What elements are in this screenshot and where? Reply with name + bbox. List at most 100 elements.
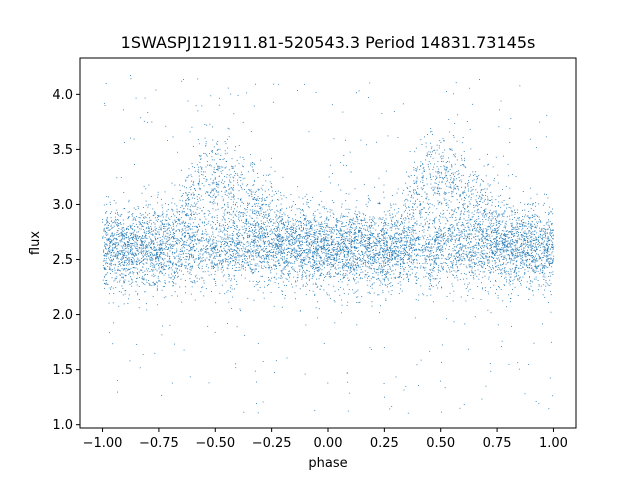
data-point [139,262,140,264]
data-point [282,268,284,270]
data-point [161,253,163,255]
data-point [326,216,328,218]
data-point [141,260,143,262]
data-point [442,269,444,271]
data-point [346,235,348,237]
data-point [240,180,242,181]
data-point [145,252,147,253]
data-point [471,255,473,257]
data-point [171,295,173,297]
data-point [549,254,550,256]
data-point [161,229,162,231]
data-point [454,175,456,177]
data-point [346,251,348,252]
data-point [255,263,257,265]
data-point [546,240,548,242]
data-point [116,248,118,250]
data-point [417,236,419,238]
data-point [457,186,459,188]
data-point [455,212,457,214]
data-point [340,245,341,247]
data-point [375,247,377,249]
data-point [331,259,332,261]
data-point [375,244,377,246]
data-point [233,249,235,251]
data-point [383,279,385,281]
data-point [290,209,292,211]
data-point [467,206,469,207]
data-point [485,252,487,254]
data-point [464,159,465,161]
data-point [282,248,284,250]
data-point [311,242,313,244]
data-point [268,236,269,237]
data-point [112,244,114,245]
data-point [351,240,353,242]
data-point [405,254,406,255]
data-point [201,258,203,260]
data-point [500,254,502,255]
data-point [261,200,263,202]
data-point [148,250,150,252]
data-point [159,253,161,255]
data-point [440,230,442,232]
data-point [119,274,121,276]
data-point [354,280,355,282]
data-point [317,270,319,272]
data-point [317,240,319,242]
data-point [403,228,405,230]
data-point [340,279,341,281]
data-point [279,234,281,236]
data-point [180,195,182,197]
data-point [438,145,440,147]
data-point [275,252,277,254]
data-point [274,170,276,172]
data-point [452,250,454,252]
data-point [303,263,305,265]
data-point [454,258,456,260]
data-point [493,238,494,240]
data-point [539,236,541,238]
data-point [478,232,480,233]
chart-title: 1SWASPJ121911.81-520543.3 Period 14831.7… [121,33,536,52]
data-point [301,259,303,260]
data-point [258,211,260,212]
data-point [140,269,142,271]
data-point [318,248,320,250]
data-point [244,255,246,257]
data-point [497,229,499,231]
data-point [114,279,116,281]
data-point [455,253,457,255]
data-point [447,238,449,240]
data-point [309,231,311,232]
data-point [387,261,388,263]
data-point [219,240,221,242]
data-point [258,229,260,230]
data-point [156,253,157,255]
data-point [483,245,485,246]
data-point [378,239,380,241]
data-point [191,176,193,178]
data-point [253,246,255,248]
data-point [454,229,456,231]
data-point [201,260,203,262]
data-point [362,219,364,221]
data-point [109,213,111,214]
data-point [416,206,418,208]
data-point [208,240,210,242]
data-point [539,230,541,232]
data-point [367,255,369,257]
data-point [525,254,527,256]
data-point [272,101,274,103]
data-point [345,200,347,202]
data-point [162,216,164,218]
data-point [394,239,396,241]
data-point [108,249,110,251]
data-point [282,281,284,283]
data-point [138,271,140,273]
data-point [122,235,124,237]
data-point [278,224,280,226]
data-point [519,85,521,87]
data-point [360,259,362,261]
data-point [390,235,392,237]
